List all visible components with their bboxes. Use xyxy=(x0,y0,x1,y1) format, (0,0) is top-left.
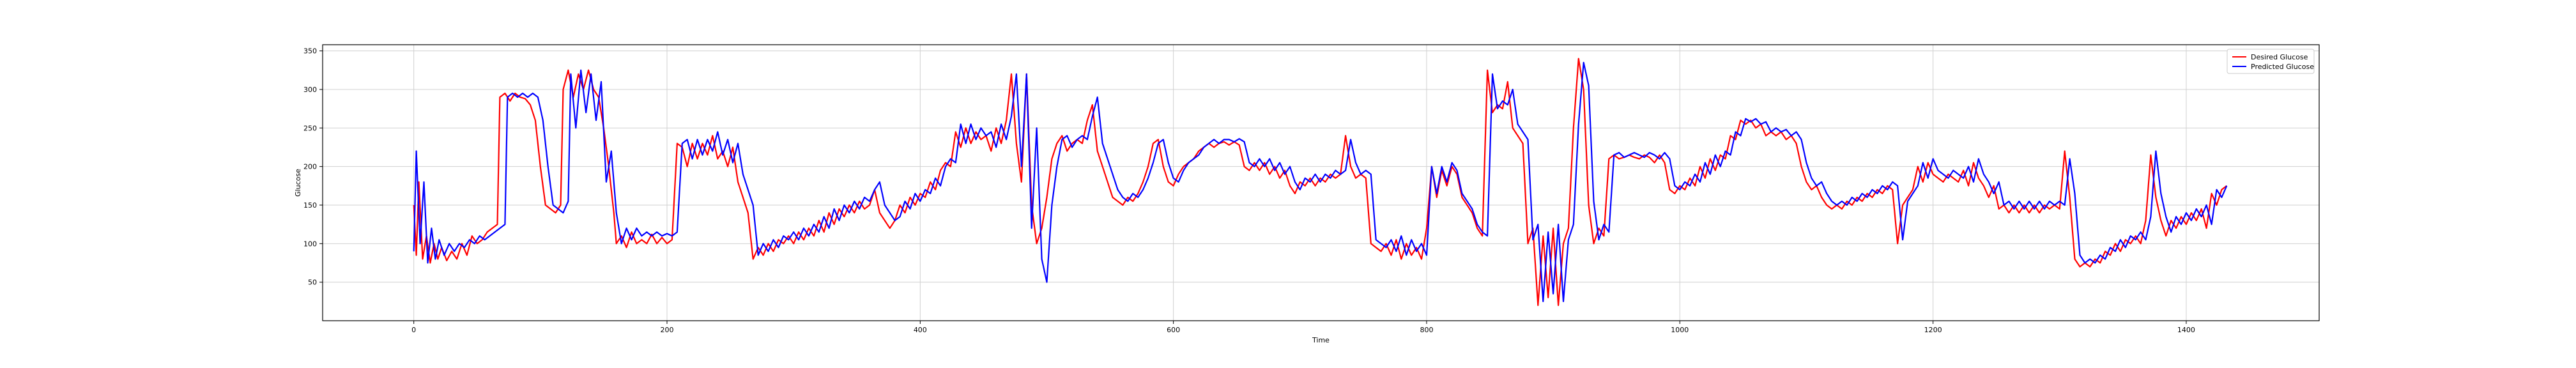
legend-label: Predicted Glucose xyxy=(2251,63,2314,71)
y-tick-label: 350 xyxy=(303,47,317,56)
x-tick-label: 800 xyxy=(1420,326,1433,334)
y-tick-label: 150 xyxy=(303,201,317,210)
y-tick-label: 50 xyxy=(308,279,317,287)
x-tick-label: 600 xyxy=(1167,326,1180,334)
grid xyxy=(323,45,2319,321)
legend: Desired Glucose Predicted Glucose xyxy=(2227,49,2315,74)
plot-frame xyxy=(322,44,2320,321)
x-tick-label: 200 xyxy=(660,326,673,334)
x-tick-label: 1000 xyxy=(1671,326,1689,334)
series-line-desired-glucose xyxy=(413,57,2227,306)
x-tick-label: 1200 xyxy=(1924,326,1942,334)
y-axis-label: Glucose xyxy=(294,169,302,197)
series-layer xyxy=(413,57,2228,306)
legend-box xyxy=(2227,49,2315,74)
y-axis: 50 100 150 200 250 300 350 xyxy=(303,47,323,287)
y-tick-label: 250 xyxy=(303,124,317,132)
legend-label: Desired Glucose xyxy=(2251,53,2308,61)
x-axis: 0 200 400 600 800 1000 1200 1400 xyxy=(411,321,2195,334)
y-tick-label: 300 xyxy=(303,86,317,94)
y-tick-label: 100 xyxy=(303,240,317,248)
x-axis-label: Time xyxy=(1312,336,1330,344)
series-line-predicted-glucose xyxy=(413,61,2228,302)
x-tick-label: 400 xyxy=(914,326,927,334)
x-tick-label: 1400 xyxy=(2177,326,2195,334)
x-tick-label: 0 xyxy=(411,326,416,334)
y-tick-label: 200 xyxy=(303,163,317,171)
